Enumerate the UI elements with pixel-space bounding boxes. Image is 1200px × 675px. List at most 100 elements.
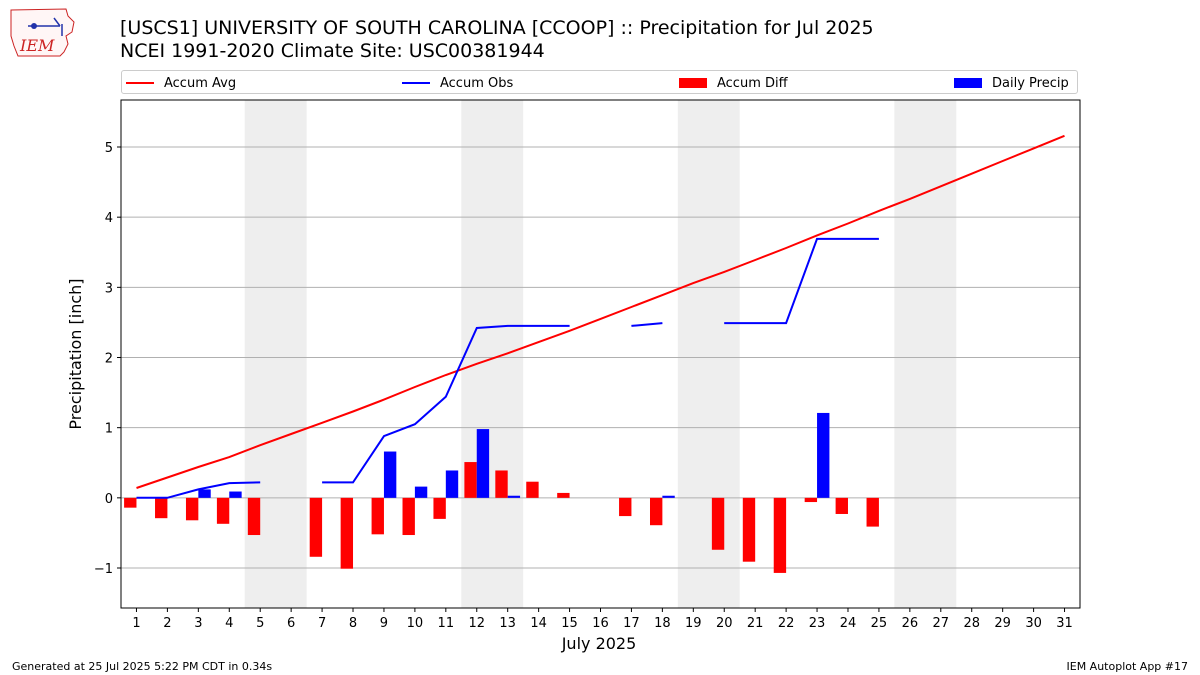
bar-accum-diff bbox=[185, 497, 199, 521]
x-tick-label: 23 bbox=[809, 616, 826, 631]
logo-text: IEM bbox=[19, 36, 55, 55]
generated-timestamp: Generated at 25 Jul 2025 5:22 PM CDT in … bbox=[12, 660, 273, 673]
bar-accum-diff bbox=[124, 497, 137, 508]
y-tick-label: −1 bbox=[94, 562, 113, 577]
line-series bbox=[136, 134, 1065, 499]
legend-swatch-accum-obs bbox=[402, 82, 430, 84]
y-gridlines bbox=[121, 146, 1080, 569]
y-tick-label: 3 bbox=[105, 281, 113, 296]
bar-accum-diff bbox=[866, 497, 879, 527]
legend-item-accum-avg: Accum Avg bbox=[126, 74, 236, 92]
legend-swatch-daily-precip bbox=[954, 78, 982, 88]
weekend-band-2 bbox=[677, 100, 740, 608]
x-tick-label: 14 bbox=[530, 616, 547, 631]
iem-logo: IEM bbox=[8, 6, 80, 58]
weekend-band-3 bbox=[894, 100, 957, 608]
x-tick-label: 28 bbox=[963, 616, 980, 631]
bar-daily-precip bbox=[198, 489, 211, 498]
legend-item-accum-diff: Accum Diff bbox=[679, 74, 788, 92]
x-tick-label: 29 bbox=[994, 616, 1011, 631]
x-tick-label: 30 bbox=[1025, 616, 1042, 631]
x-tick-label: 18 bbox=[654, 616, 671, 631]
bar-accum-diff bbox=[649, 497, 663, 526]
y-tick-label: 5 bbox=[105, 141, 113, 156]
x-tick-label: 10 bbox=[407, 616, 424, 631]
bar-accum-diff bbox=[557, 492, 570, 498]
line-accum-avg bbox=[136, 134, 1065, 489]
x-tick-label: 9 bbox=[380, 616, 388, 631]
x-tick-label: 17 bbox=[623, 616, 640, 631]
legend-label-accum-avg: Accum Avg bbox=[164, 75, 237, 91]
bar-daily-precip bbox=[817, 412, 830, 498]
x-tick-label: 24 bbox=[840, 616, 857, 631]
chart-title: [USCS1] UNIVERSITY OF SOUTH CAROLINA [CC… bbox=[120, 17, 874, 39]
y-tick-label: 0 bbox=[105, 492, 113, 507]
bar-accum-diff bbox=[216, 497, 230, 524]
x-axis-label: July 2025 bbox=[561, 634, 637, 653]
line-accum-obs bbox=[322, 324, 570, 484]
x-tick-label: 20 bbox=[716, 616, 733, 631]
bar-daily-precip bbox=[662, 495, 675, 498]
x-tick-label: 26 bbox=[902, 616, 919, 631]
x-tick-label: 11 bbox=[438, 616, 455, 631]
x-tick-label: 12 bbox=[468, 616, 485, 631]
bar-accum-diff bbox=[155, 497, 168, 519]
legend: Accum Avg Accum Obs Accum Diff Daily Pre… bbox=[121, 70, 1078, 94]
x-tick-label: 13 bbox=[499, 616, 516, 631]
y-tick-label: 2 bbox=[105, 352, 113, 367]
x-tick-label: 1 bbox=[132, 616, 140, 631]
bar-accum-diff bbox=[402, 497, 415, 536]
bar-accum-diff bbox=[619, 497, 632, 517]
x-tick-label: 7 bbox=[318, 616, 326, 631]
legend-swatch-accum-diff bbox=[679, 78, 707, 88]
app-credit: IEM Autoplot App #17 bbox=[1066, 660, 1189, 673]
bar-daily-precip bbox=[383, 451, 397, 498]
x-tick-label: 16 bbox=[592, 616, 609, 631]
iowa-map-icon: IEM bbox=[10, 8, 75, 57]
bar-accum-diff bbox=[247, 497, 261, 536]
bar-daily-precip bbox=[445, 470, 459, 498]
legend-item-daily-precip: Daily Precip bbox=[954, 74, 1069, 92]
bar-accum-diff bbox=[340, 497, 354, 569]
x-tick-label: 8 bbox=[349, 616, 357, 631]
bar-daily-precip bbox=[476, 429, 490, 498]
x-tick-label: 22 bbox=[778, 616, 795, 631]
line-accum-obs bbox=[631, 322, 663, 327]
x-tick-label: 4 bbox=[225, 616, 233, 631]
legend-item-accum-obs: Accum Obs bbox=[402, 74, 513, 92]
legend-swatch-accum-avg bbox=[126, 82, 154, 84]
y-tick-label: 1 bbox=[105, 422, 113, 437]
x-tick-label: 31 bbox=[1056, 616, 1073, 631]
y-tick-label: 4 bbox=[105, 211, 113, 226]
x-tick-label: 25 bbox=[871, 616, 888, 631]
legend-label-daily-precip: Daily Precip bbox=[992, 75, 1069, 91]
x-tick-label: 2 bbox=[163, 616, 171, 631]
line-accum-obs bbox=[724, 237, 879, 325]
bar-accum-diff bbox=[773, 497, 787, 573]
bar-accum-diff bbox=[804, 497, 818, 503]
bar-accum-diff bbox=[711, 497, 725, 550]
x-tick-label: 15 bbox=[561, 616, 578, 631]
bar-accum-diff bbox=[433, 497, 446, 519]
bar-daily-precip bbox=[414, 486, 428, 498]
bar-accum-diff bbox=[464, 462, 477, 498]
bar-accum-diff bbox=[309, 497, 323, 557]
bar-daily-precip bbox=[507, 495, 521, 498]
legend-label-accum-obs: Accum Obs bbox=[440, 75, 514, 91]
bar-accum-diff bbox=[495, 470, 508, 498]
x-tick-label: 21 bbox=[747, 616, 764, 631]
x-tick-label: 6 bbox=[287, 616, 295, 631]
x-tick-label: 3 bbox=[194, 616, 202, 631]
legend-label-accum-diff: Accum Diff bbox=[717, 75, 788, 91]
line-accum-obs bbox=[136, 481, 261, 499]
chart-subtitle: NCEI 1991-2020 Climate Site: USC00381944 bbox=[120, 40, 545, 62]
bar-series bbox=[124, 412, 879, 573]
bar-accum-diff bbox=[742, 497, 756, 562]
bar-daily-precip bbox=[229, 491, 242, 498]
weekend-band-1 bbox=[461, 100, 524, 608]
x-tick-label: 19 bbox=[685, 616, 702, 631]
bar-accum-diff bbox=[371, 497, 384, 535]
bar-accum-diff bbox=[835, 497, 848, 514]
